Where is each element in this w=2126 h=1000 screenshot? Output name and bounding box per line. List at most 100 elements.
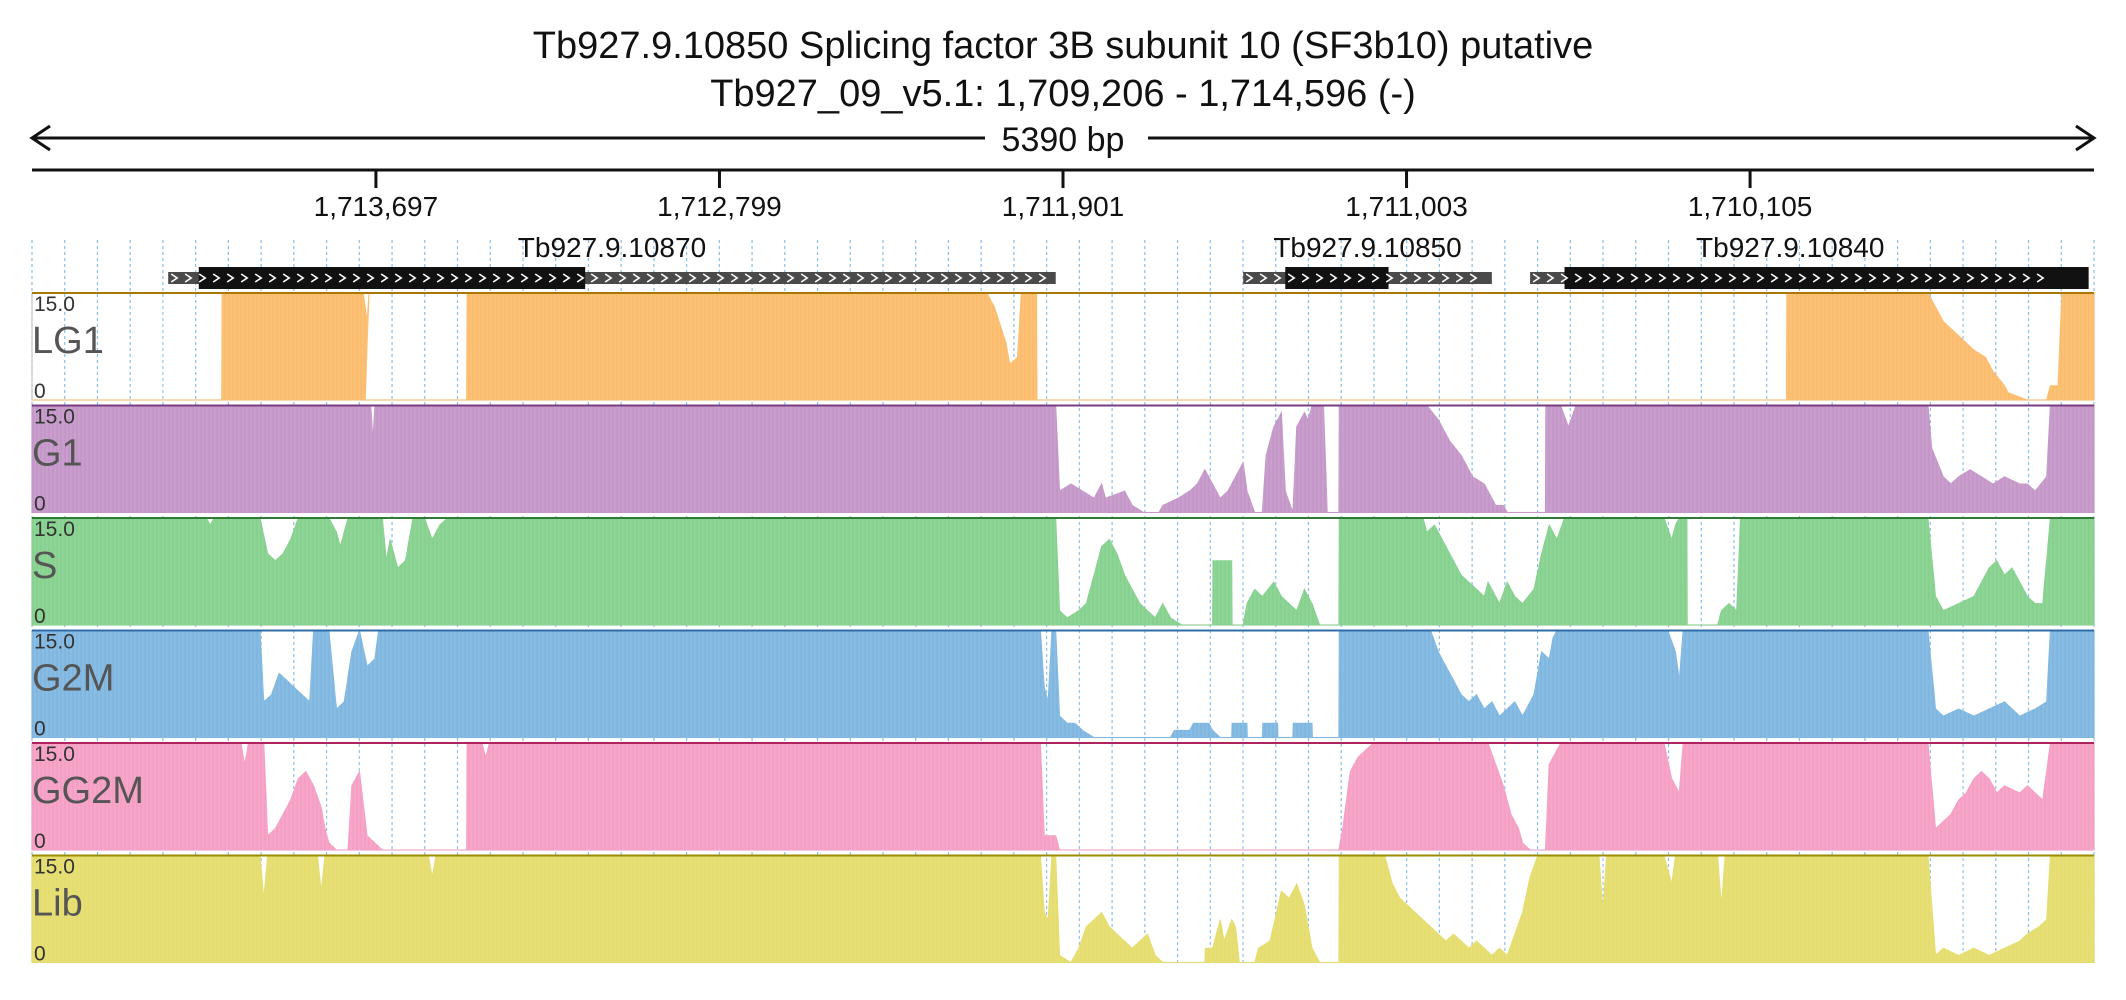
gene-cds-bar <box>198 267 586 289</box>
strand-arrow-icon <box>618 273 627 283</box>
x-tick-label: 1,711,003 <box>1345 191 1468 222</box>
track-name-label: Lib <box>32 883 83 925</box>
strand-arrow-icon <box>800 273 809 283</box>
strand-arrow-icon <box>296 273 305 283</box>
strand-arrow-icon <box>1259 273 1268 283</box>
strand-arrow-icon <box>548 273 557 283</box>
strand-arrow-icon <box>1910 273 1919 283</box>
strand-arrow-icon <box>366 273 375 283</box>
strand-arrow-icon <box>912 273 921 283</box>
strand-arrow-icon <box>1441 273 1450 283</box>
strand-arrow-icon <box>786 273 795 283</box>
strand-arrow-icon <box>1798 273 1807 283</box>
strand-arrow-icon <box>226 273 235 283</box>
y-max-label: 15.0 <box>34 406 75 429</box>
strand-arrow-icon <box>1024 273 1033 283</box>
strand-arrow-icon <box>1427 273 1436 283</box>
strand-arrow-icon <box>212 273 221 283</box>
strand-arrow-icon <box>1896 273 1905 283</box>
coverage-area <box>31 405 2095 513</box>
strand-arrow-icon <box>590 273 599 283</box>
gene-label: Tb927.9.10870 <box>518 232 706 263</box>
strand-arrow-icon <box>996 273 1005 283</box>
strand-arrow-icon <box>1469 273 1478 283</box>
y-min-label: 0 <box>34 605 46 628</box>
strand-arrow-icon <box>1273 273 1282 283</box>
strand-arrow-icon <box>450 273 459 283</box>
y-min-label: 0 <box>34 718 46 741</box>
strand-arrow-icon <box>1994 273 2003 283</box>
strand-arrow-icon <box>828 273 837 283</box>
strand-arrow-icon <box>856 273 865 283</box>
y-max-label: 15.0 <box>34 293 75 316</box>
strand-arrow-icon <box>1784 273 1793 283</box>
strand-arrow-icon <box>352 273 361 283</box>
strand-arrow-icon <box>562 273 571 283</box>
strand-arrow-icon <box>1868 273 1877 283</box>
strand-arrow-icon <box>954 273 963 283</box>
strand-arrow-icon <box>1728 273 1737 283</box>
strand-arrow-icon <box>898 273 907 283</box>
strand-arrow-icon <box>1840 273 1849 283</box>
strand-arrow-icon <box>814 273 823 283</box>
strand-arrow-icon <box>744 273 753 283</box>
strand-arrow-icon <box>968 273 977 283</box>
strand-arrow-icon <box>240 273 249 283</box>
y-min-label: 0 <box>34 380 46 403</box>
strand-arrow-icon <box>1686 273 1695 283</box>
strand-arrow-icon <box>1602 273 1611 283</box>
x-tick-label: 1,712,799 <box>657 191 782 222</box>
strand-arrow-icon <box>380 273 389 283</box>
strand-arrow-icon <box>1560 273 1569 283</box>
strand-arrow-icon <box>2036 273 2045 283</box>
x-tick-label: 1,711,901 <box>1002 191 1125 222</box>
strand-arrow-icon <box>1854 273 1863 283</box>
strand-arrow-icon <box>1038 273 1047 283</box>
strand-arrow-icon <box>1588 273 1597 283</box>
strand-arrow-icon <box>1455 273 1464 283</box>
strand-arrow-icon <box>1812 273 1821 283</box>
arrowhead-left-icon <box>29 124 51 152</box>
strand-arrow-icon <box>520 273 529 283</box>
strand-arrow-icon <box>1301 273 1310 283</box>
strand-arrow-icon <box>870 273 879 283</box>
strand-arrow-icon <box>716 273 725 283</box>
y-max-label: 15.0 <box>34 518 75 541</box>
strand-arrow-icon <box>422 273 431 283</box>
strand-arrow-icon <box>492 273 501 283</box>
coverage-area <box>31 855 2095 964</box>
strand-arrow-icon <box>506 273 515 283</box>
strand-arrow-icon <box>1644 273 1653 283</box>
strand-arrow-icon <box>632 273 641 283</box>
track-name-label: S <box>32 545 57 587</box>
track-name-label: G1 <box>32 433 83 475</box>
strand-arrow-icon <box>1329 273 1338 283</box>
chart-title: Tb927.9.10850 Splicing factor 3B subunit… <box>533 25 1593 67</box>
y-min-label: 0 <box>34 493 46 516</box>
strand-arrow-icon <box>982 273 991 283</box>
strand-arrow-icon <box>478 273 487 283</box>
arrowhead-right-icon <box>2075 124 2097 152</box>
strand-arrow-icon <box>926 273 935 283</box>
strand-arrow-icon <box>394 273 403 283</box>
strand-arrow-icon <box>254 273 263 283</box>
gene-label: Tb927.9.10840 <box>1696 232 1884 263</box>
strand-arrow-icon <box>660 273 669 283</box>
strand-arrow-icon <box>758 273 767 283</box>
strand-arrow-icon <box>282 273 291 283</box>
strand-arrow-icon <box>1938 273 1947 283</box>
y-max-label: 15.0 <box>34 631 75 654</box>
coverage-area <box>32 292 2095 401</box>
strand-arrow-icon <box>576 273 585 283</box>
strand-arrow-icon <box>1385 273 1394 283</box>
coverage-tracks: 15.00LG115.00G115.00S15.00G2M15.00GG2M15… <box>31 292 2095 966</box>
y-min-label: 0 <box>34 830 46 853</box>
strand-arrow-icon <box>184 273 193 283</box>
strand-arrow-icon <box>1315 273 1324 283</box>
strand-arrow-icon <box>1371 273 1380 283</box>
strand-arrow-icon <box>198 273 207 283</box>
gene-label: Tb927.9.10850 <box>1273 232 1461 263</box>
track-name-label: GG2M <box>32 770 144 812</box>
strand-arrow-icon <box>1966 273 1975 283</box>
